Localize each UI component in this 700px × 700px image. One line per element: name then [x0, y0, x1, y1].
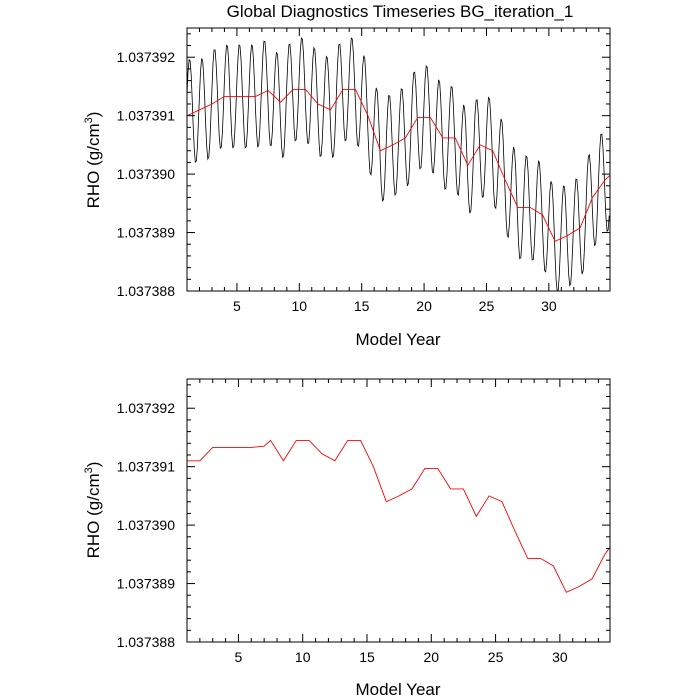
top-plot-frame — [186, 27, 611, 292]
x-tick-label: 20 — [416, 298, 432, 314]
top-series-annual-mean — [187, 88, 610, 242]
y-tick-label: 1.037391 — [117, 459, 176, 475]
top-panel: 5 10 15 20 25 30 1.037388 1.037389 1.037390 1.037… — [83, 27, 611, 349]
x-tick-label: 20 — [423, 649, 439, 665]
y-tick-label: 1.037391 — [117, 108, 176, 124]
bottom-x-axis-label: Model Year — [355, 680, 440, 699]
x-tick-label: 30 — [541, 298, 557, 314]
top-series-monthly — [187, 37, 610, 291]
chart-title: Global Diagnostics Timeseries BG_iterati… — [227, 2, 574, 21]
y-tick-label: 1.037392 — [117, 49, 176, 65]
x-tick-label: 10 — [295, 649, 311, 665]
bottom-series-annual-mean — [187, 439, 610, 593]
x-tick-label: 10 — [292, 298, 308, 314]
x-tick-label: 15 — [354, 298, 370, 314]
top-x-axis-label: Model Year — [355, 330, 440, 349]
bottom-y-axis-label: RHO (g/cm3) — [83, 462, 103, 559]
y-tick-label: 1.037388 — [117, 634, 176, 650]
x-tick-label: 25 — [488, 649, 504, 665]
bottom-plot-frame — [186, 378, 611, 643]
top-y-axis-label: RHO (g/cm3) — [83, 112, 103, 209]
y-tick-label: 1.037390 — [117, 166, 176, 182]
x-tick-label: 30 — [552, 649, 568, 665]
y-tick-label: 1.037390 — [117, 517, 176, 533]
x-tick-label: 5 — [233, 298, 241, 314]
y-tick-label: 1.037392 — [117, 400, 176, 416]
y-tick-label: 1.037389 — [117, 225, 176, 241]
x-tick-label: 5 — [235, 649, 243, 665]
bottom-panel: 5 10 15 20 25 30 1.037388 1.037389 1.037390 1.037… — [83, 378, 611, 699]
x-tick-label: 25 — [479, 298, 495, 314]
y-tick-label: 1.037389 — [117, 576, 176, 592]
x-tick-label: 15 — [359, 649, 375, 665]
y-tick-label: 1.037388 — [117, 283, 176, 299]
